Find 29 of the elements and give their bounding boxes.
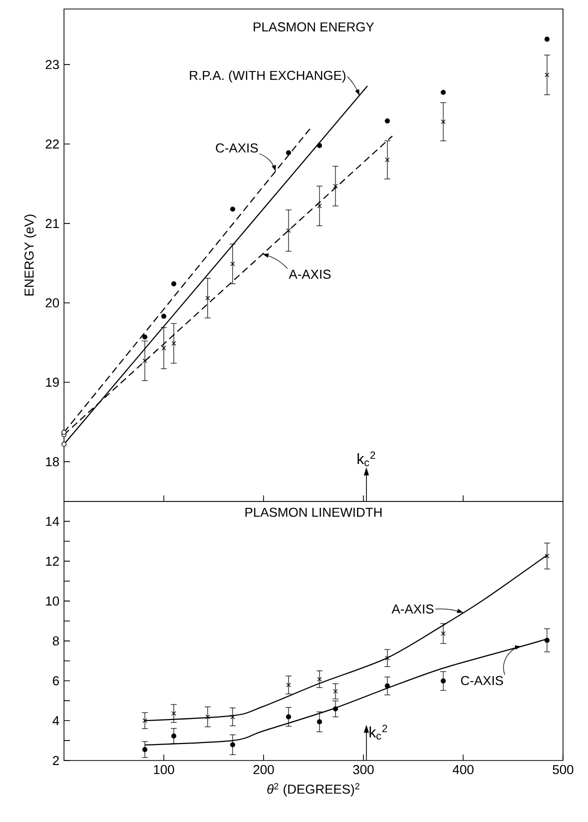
y-tick-label: 20 (46, 298, 59, 308)
y-tick-label: 22 (46, 139, 59, 149)
y-tick-label: 14 (46, 516, 60, 526)
series-label: R.P.A. (WITH EXCHANGE) (190, 70, 346, 83)
y-tick-label: 8 (52, 636, 59, 646)
ref-line-label: k$_{c}$2 (370, 724, 388, 740)
x-tick-label: 200 (253, 765, 274, 774)
y-tick-label: 18 (46, 457, 59, 466)
y-tick-label: 10 (46, 596, 59, 606)
y-tick-label: 2 (52, 756, 59, 766)
y-axis-title: ENERGY (eV) (24, 214, 36, 296)
x-tick-label: 400 (452, 765, 474, 774)
series-label: C-AXIS (216, 143, 258, 153)
series-label: A-AXIS (392, 604, 434, 614)
x-axis-title: θ$^{2}$ (DEGREES)$^{2}$ (267, 783, 360, 796)
ref-line-label: k$_{c}$2 (358, 451, 376, 466)
y-tick-label: 23 (46, 60, 59, 70)
y-tick-label: 19 (46, 378, 59, 387)
y-tick-label: 12 (46, 556, 59, 566)
y-tick-label: 6 (52, 676, 59, 686)
series-label: C-AXIS (461, 676, 503, 686)
text: A-AXIS (288, 270, 331, 279)
text: PLASMON ENERGY (254, 22, 374, 32)
x-tick-label: 100 (154, 765, 174, 774)
y-tick-label: 21 (46, 218, 59, 228)
x-tick-label: 300 (353, 765, 374, 774)
y-tick-label: 4 (52, 716, 60, 726)
x-tick-label: 500 (552, 765, 574, 774)
chart-title: PLASMON LINEWIDTH (245, 508, 382, 517)
